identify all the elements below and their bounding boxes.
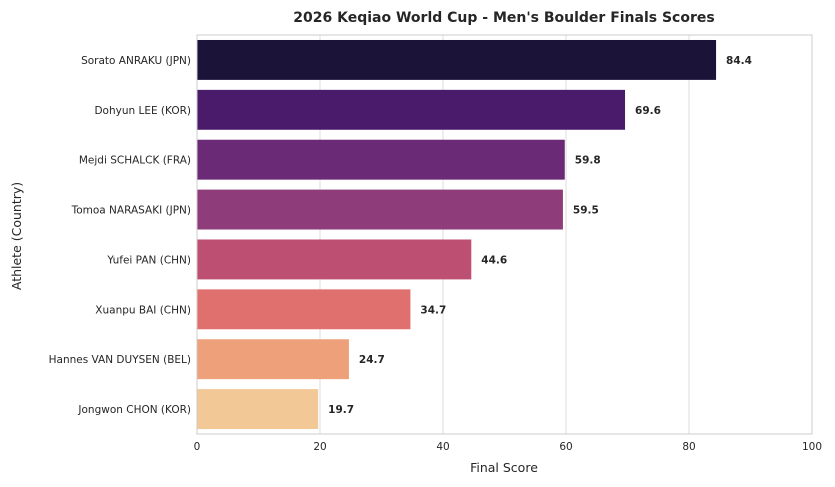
x-tick-label: 80: [682, 441, 695, 453]
data-label: 59.8: [575, 155, 601, 167]
x-tick-labels: 0 20 40 60 80 100: [194, 441, 822, 453]
data-label: 34.7: [420, 304, 446, 316]
data-label: 44.6: [481, 254, 507, 266]
y-tick-label: Hannes VAN DUYSEN (BEL): [49, 354, 191, 366]
y-axis-label: Athlete (Country): [9, 182, 24, 290]
data-label: 84.4: [726, 55, 752, 67]
y-tick-label: Jongwon CHON (KOR): [77, 404, 191, 416]
data-labels: 84.4 69.6 59.8 59.5 44.6 34.7 24.7 19.7: [328, 55, 752, 416]
x-tick-label: 60: [559, 441, 572, 453]
y-tick-label: Xuanpu BAI (CHN): [95, 304, 191, 316]
data-label: 19.7: [328, 404, 354, 416]
bar: [197, 89, 626, 130]
y-tick-labels: Sorato ANRAKU (JPN) Dohyun LEE (KOR) Mejdi…: [49, 55, 191, 416]
data-label: 69.6: [635, 105, 661, 117]
bar: [197, 189, 563, 230]
bar: [197, 239, 472, 280]
y-tick-label: Mejdi SCHALCK (FRA): [79, 155, 191, 167]
bar: [197, 39, 717, 80]
x-tick-label: 100: [802, 441, 822, 453]
bar: [197, 389, 319, 430]
data-label: 59.5: [573, 205, 599, 217]
x-tick-label: 20: [313, 441, 326, 453]
y-tick-label: Sorato ANRAKU (JPN): [81, 55, 191, 67]
y-tick-label: Dohyun LEE (KOR): [94, 105, 191, 117]
y-tick-label: Yufei PAN (CHN): [106, 254, 191, 266]
x-tick-label: 0: [194, 441, 201, 453]
plot-frame: [196, 34, 813, 435]
data-label: 24.7: [359, 354, 385, 366]
bar: [197, 339, 349, 380]
x-tick-label: 40: [436, 441, 449, 453]
bar: [197, 139, 565, 180]
y-tick-label: Tomoa NARASAKI (JPN): [71, 205, 191, 217]
chart-title: 2026 Keqiao World Cup - Men's Boulder Fi…: [293, 10, 714, 26]
bar: [197, 289, 411, 330]
bars: [197, 39, 717, 430]
x-axis-label: Final Score: [470, 460, 538, 475]
